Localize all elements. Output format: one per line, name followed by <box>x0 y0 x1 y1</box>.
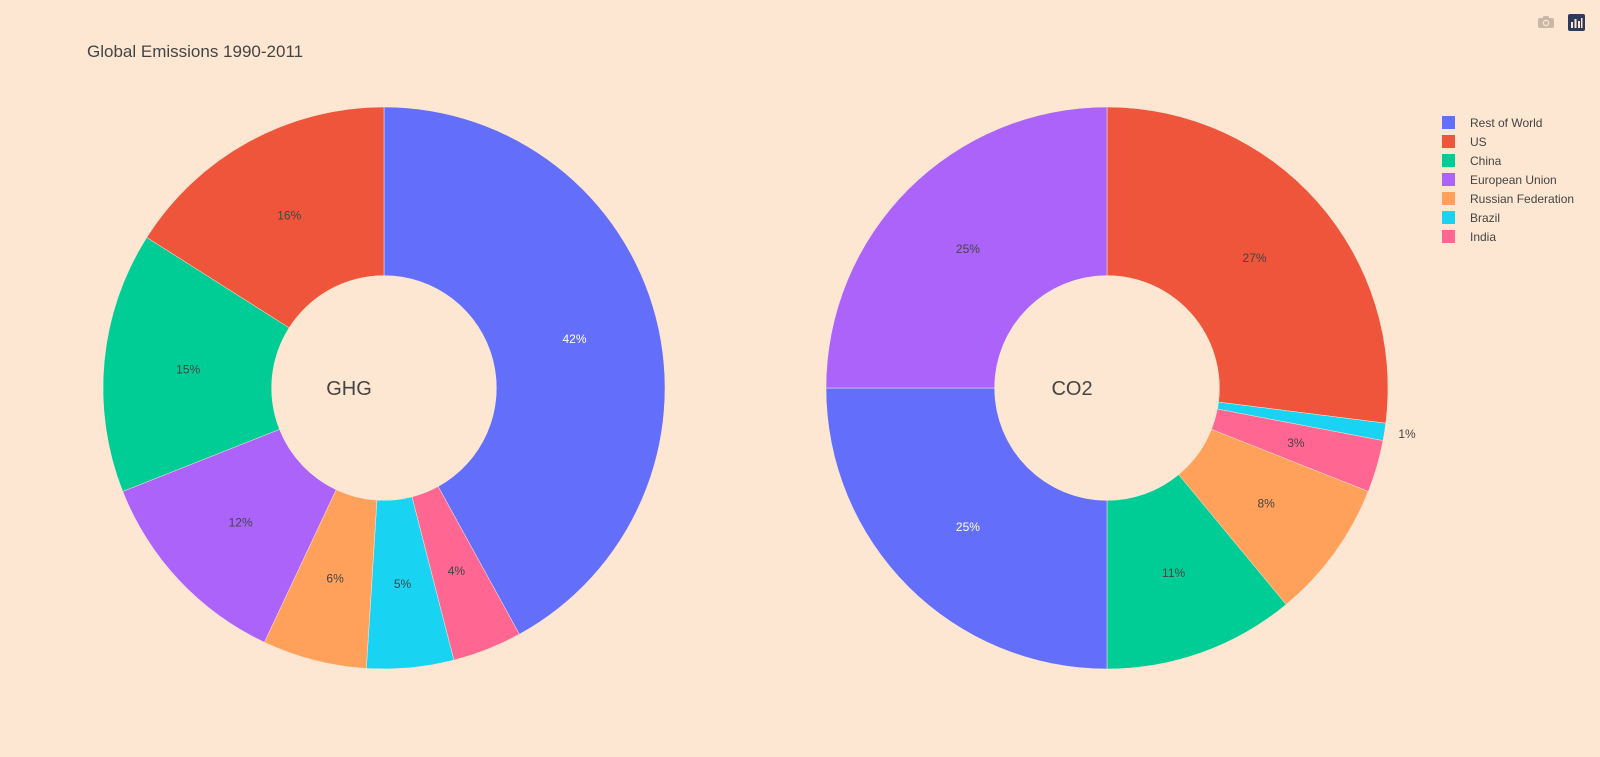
pie-co2: 27% 1% 3% 8% 11% 25% 25% CO2 <box>825 106 1416 670</box>
modebar <box>1536 12 1586 32</box>
slice-co2-european-union[interactable] <box>825 106 1108 389</box>
plotly-logo-icon[interactable] <box>1566 12 1586 32</box>
center-label-co2: CO2 <box>1051 378 1092 400</box>
legend-item-china[interactable]: China <box>1442 154 1502 168</box>
camera-icon[interactable] <box>1536 12 1556 32</box>
slice-ghg-china[interactable] <box>102 237 290 492</box>
slice-label-co2-russian-federation: 8% <box>1257 497 1275 511</box>
slice-label-co2-india: 3% <box>1287 436 1305 450</box>
legend-item-us[interactable]: US <box>1442 135 1487 149</box>
legend-item-european-union[interactable]: European Union <box>1442 173 1557 187</box>
legend-label-india: India <box>1470 230 1496 244</box>
pie-ghg: 42% 4% 5% 6% 12% 15% 16% GHG <box>102 106 666 670</box>
slice-label-co2-european-union: 25% <box>956 242 980 256</box>
slice-co2-china[interactable] <box>1106 474 1287 670</box>
slice-label-ghg-india: 4% <box>448 564 466 578</box>
legend-label-russian-federation: Russian Federation <box>1470 192 1574 206</box>
legend-swatch-rest-of-world <box>1442 116 1455 129</box>
legend-label-european-union: European Union <box>1470 173 1557 187</box>
slice-co2-rest-of-world[interactable] <box>825 387 1108 670</box>
legend-swatch-russian-federation <box>1442 192 1455 205</box>
center-label-ghg: GHG <box>326 378 372 400</box>
slice-ghg-european-union[interactable] <box>122 429 337 643</box>
legend-item-brazil[interactable]: Brazil <box>1442 211 1500 225</box>
slice-label-ghg-china: 15% <box>176 362 200 376</box>
legend: Rest of World US China European Union Russia… <box>1442 116 1574 244</box>
slice-label-ghg-russian-federation: 6% <box>326 572 344 586</box>
legend-label-us: US <box>1470 135 1487 149</box>
slice-co2-us[interactable] <box>1106 106 1389 424</box>
chart-title: Global Emissions 1990-2011 <box>87 42 303 61</box>
slice-label-co2-brazil: 1% <box>1398 427 1416 441</box>
legend-item-russian-federation[interactable]: Russian Federation <box>1442 192 1574 206</box>
slice-label-co2-rest-of-world: 25% <box>956 520 980 534</box>
legend-swatch-china <box>1442 154 1455 167</box>
slice-label-co2-china: 11% <box>1162 566 1185 580</box>
legend-item-rest-of-world[interactable]: Rest of World <box>1442 116 1542 130</box>
slice-label-ghg-us: 16% <box>277 209 301 223</box>
legend-item-india[interactable]: India <box>1442 230 1496 244</box>
legend-label-china: China <box>1470 154 1502 168</box>
slice-label-co2-us: 27% <box>1243 251 1267 265</box>
slice-label-ghg-rest-of-world: 42% <box>563 332 587 346</box>
legend-label-brazil: Brazil <box>1470 211 1500 225</box>
slice-label-ghg-european-union: 12% <box>229 516 253 530</box>
legend-swatch-us <box>1442 135 1455 148</box>
legend-label-rest-of-world: Rest of World <box>1470 116 1542 130</box>
slice-ghg-rest-of-world[interactable] <box>383 106 666 635</box>
slice-ghg-us[interactable] <box>146 106 385 329</box>
legend-swatch-european-union <box>1442 173 1455 186</box>
slice-label-ghg-brazil: 5% <box>394 577 412 591</box>
legend-swatch-brazil <box>1442 211 1455 224</box>
legend-swatch-india <box>1442 230 1455 243</box>
